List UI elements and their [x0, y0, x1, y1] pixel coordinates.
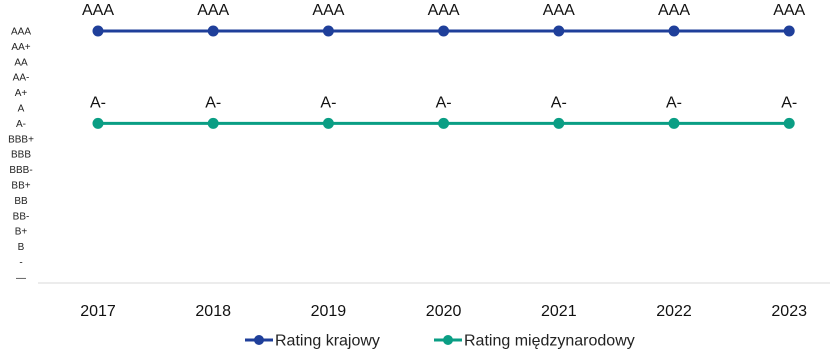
x-tick-label: 2017	[80, 303, 116, 320]
data-label: AAA	[312, 2, 344, 19]
legend: Rating krajowy Rating międzynarodowy	[245, 333, 635, 350]
data-label: AAA	[82, 2, 114, 19]
legend-item: Rating krajowy	[245, 333, 380, 350]
y-tick-label: B+	[15, 227, 28, 238]
legend-label: Rating międzynarodowy	[464, 333, 635, 350]
y-tick-label: A-	[16, 119, 26, 130]
data-label: A-	[205, 94, 221, 111]
legend-marker	[254, 335, 264, 345]
data-label: A-	[781, 94, 797, 111]
data-label: A-	[320, 94, 336, 111]
y-tick-label: BB+	[11, 181, 30, 192]
data-point	[322, 117, 334, 129]
data-labels: AAA AAA AAA AAA AAA AAA AAA A- A- A- A- A- A- A-	[82, 2, 806, 111]
x-tick-label: 2021	[541, 303, 577, 320]
data-label: AAA	[428, 2, 460, 19]
y-tick-label: A+	[15, 88, 28, 99]
data-point	[668, 117, 680, 129]
data-label: A-	[90, 94, 106, 111]
y-tick-label: BBB+	[8, 134, 34, 145]
data-point	[553, 25, 565, 37]
data-point	[438, 117, 450, 129]
series-points	[92, 25, 795, 129]
y-tick-label: AA	[14, 57, 28, 68]
data-point	[783, 25, 795, 37]
data-point	[668, 25, 680, 37]
data-label: A-	[551, 94, 567, 111]
y-tick-label: B	[18, 242, 25, 253]
data-point	[207, 25, 219, 37]
data-label: A-	[436, 94, 452, 111]
data-point	[92, 117, 104, 129]
data-point	[207, 117, 219, 129]
legend-item: Rating międzynarodowy	[434, 333, 635, 350]
y-tick-label: BB	[14, 196, 28, 207]
x-axis-tick-labels: 2017 2018 2019 2020 2021 2022 2023	[80, 303, 807, 320]
y-tick-label: AA-	[13, 73, 30, 84]
y-tick-label: -	[19, 258, 22, 269]
x-tick-label: 2023	[771, 303, 807, 320]
legend-marker	[443, 335, 453, 345]
data-point	[438, 25, 450, 37]
data-point	[92, 25, 104, 37]
y-tick-label: BBB-	[9, 165, 32, 176]
data-label: A-	[666, 94, 682, 111]
x-tick-label: 2020	[426, 303, 462, 320]
data-label: AAA	[543, 2, 575, 19]
y-tick-label: BB-	[13, 211, 30, 222]
y-tick-label: AAA	[11, 27, 31, 38]
x-tick-label: 2019	[311, 303, 347, 320]
y-tick-label: A	[18, 104, 25, 115]
x-tick-label: 2018	[195, 303, 231, 320]
data-point	[783, 117, 795, 129]
y-tick-label: —	[16, 273, 26, 284]
data-point	[553, 117, 565, 129]
legend-label: Rating krajowy	[275, 333, 380, 350]
data-label: AAA	[658, 2, 690, 19]
data-label: AAA	[773, 2, 805, 19]
y-tick-label: BBB	[11, 150, 31, 161]
data-point	[322, 25, 334, 37]
data-label: AAA	[197, 2, 229, 19]
y-tick-label: AA+	[11, 42, 30, 53]
x-tick-label: 2022	[656, 303, 692, 320]
